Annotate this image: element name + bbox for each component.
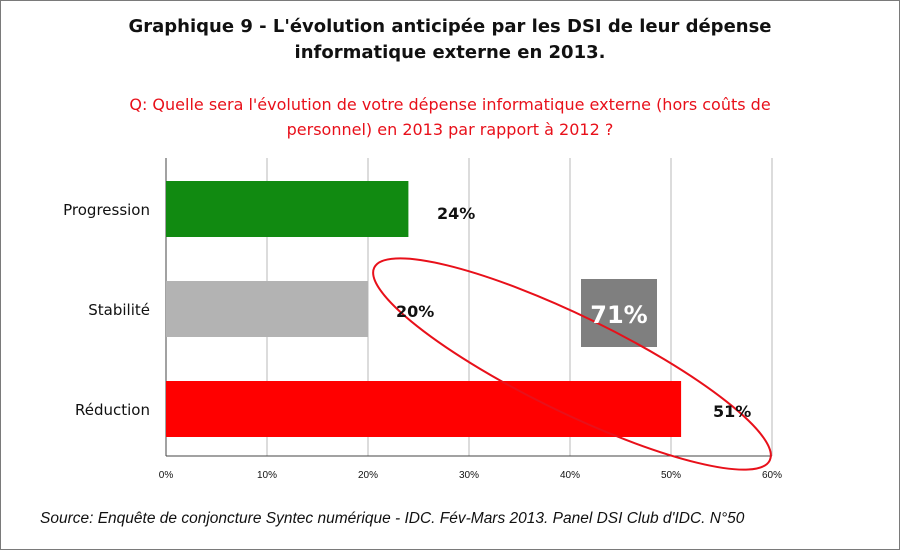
annotation-box [581,279,657,347]
chart-subtitle: Q: Quelle sera l'évolution de votre dépe… [129,95,771,139]
x-tick-label: 40% [560,470,580,481]
bar-stabilité [166,281,368,337]
x-tick-label: 0% [159,470,174,481]
x-tick-label: 30% [459,470,479,481]
value-label: 20% [396,302,434,321]
category-label: Progression [63,201,150,219]
value-label: 24% [437,204,475,223]
x-tick-label: 60% [762,470,782,481]
x-tick-label: 20% [358,470,378,481]
chart-title: Graphique 9 - L'évolution anticipée par … [128,16,772,63]
annotation-ellipse-group [372,257,772,471]
bar-réduction [166,381,682,437]
bar-progression [166,181,409,237]
x-tick-label: 50% [661,470,681,481]
category-label: Réduction [75,401,150,419]
category-label: Stabilité [88,301,150,319]
source-note: Source: Enquête de conjoncture Syntec nu… [40,510,745,527]
x-tick-label: 10% [257,470,277,481]
value-label: 51% [713,402,751,421]
annotation-ellipse [372,257,772,471]
annotation-box-label: 71% [590,301,647,329]
